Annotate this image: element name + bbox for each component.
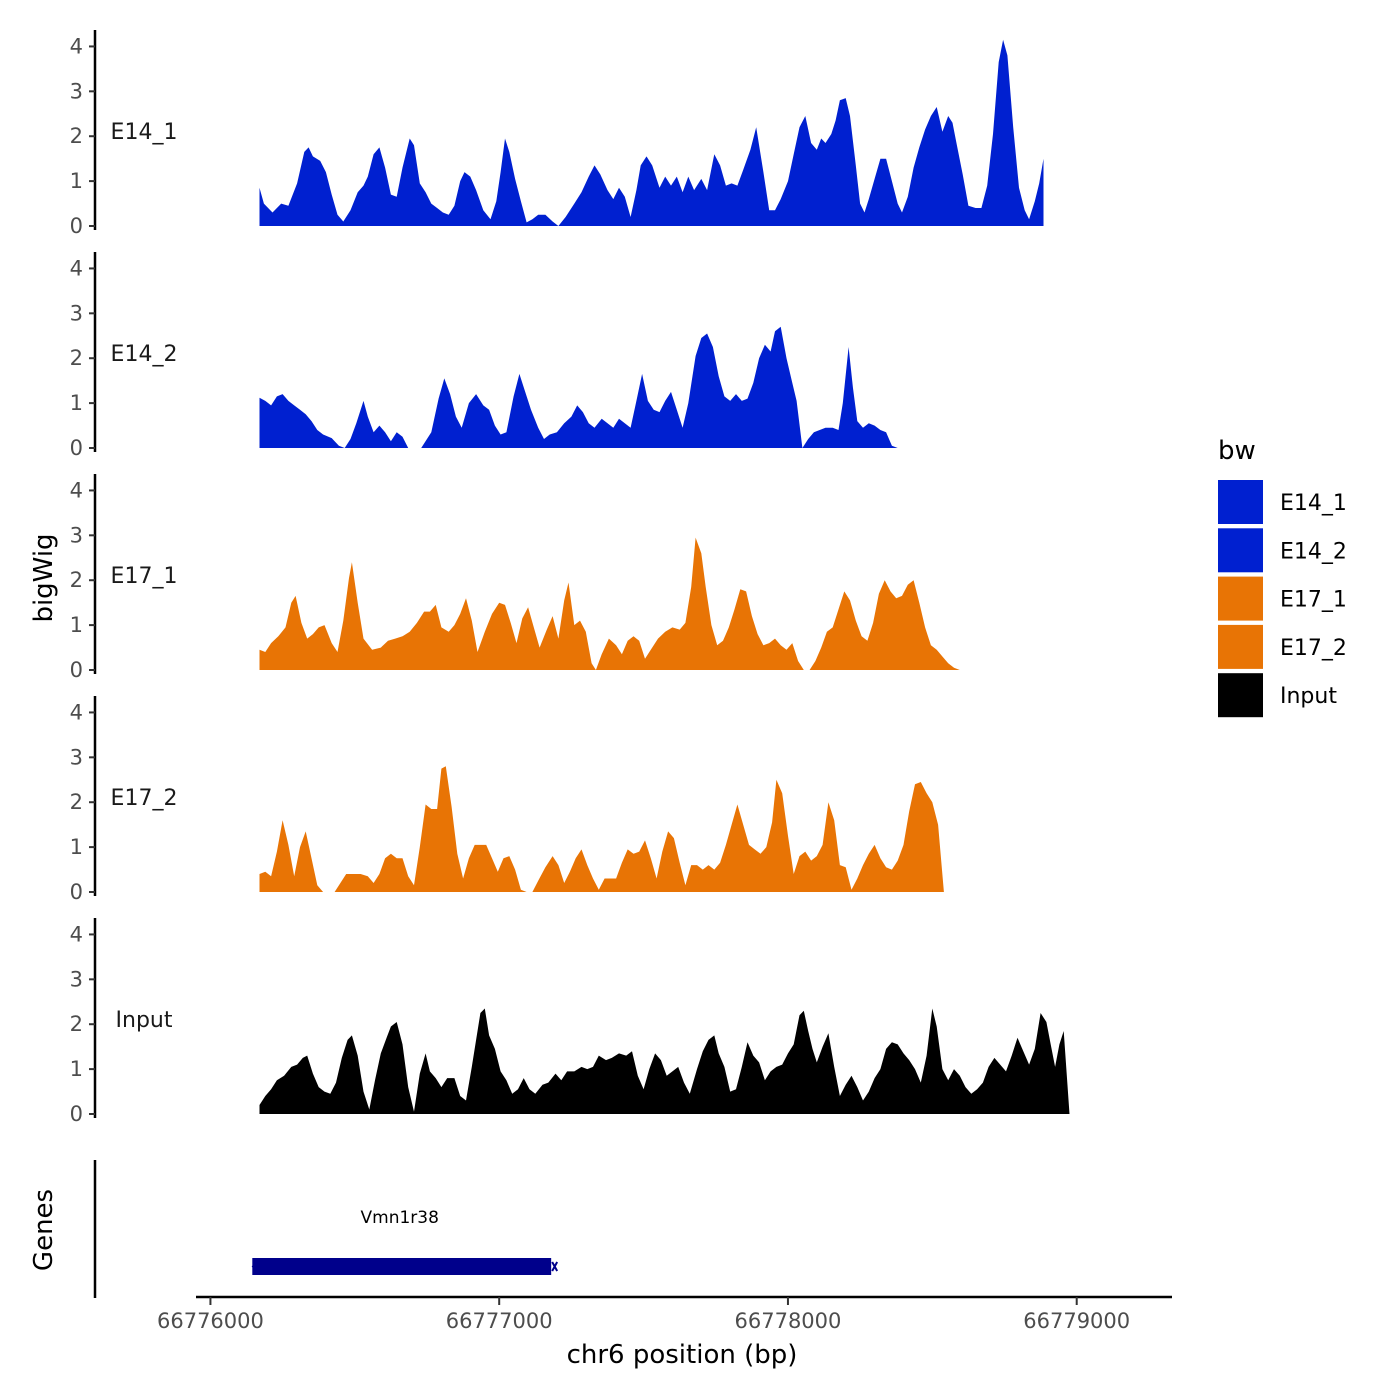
y-tick-label: 4 — [70, 700, 83, 724]
y-tick-label: 2 — [70, 1012, 83, 1036]
track-E14_1: 0 1 2 3 4 E14_1 — [70, 30, 1044, 238]
legend-item-Input: Input — [1218, 673, 1337, 718]
y-tick-label: 1 — [70, 169, 83, 193]
y-tick-label: 0 — [70, 880, 83, 904]
x-tick-label: 66777000 — [446, 1309, 553, 1333]
y-tick-label: 3 — [70, 967, 83, 991]
area-E17_1 — [259, 537, 1041, 670]
track-label: E14_2 — [111, 342, 178, 367]
track-Input: 0 1 2 3 4 Input — [70, 918, 1070, 1126]
y-tick-label: 3 — [70, 745, 83, 769]
legend-swatch — [1218, 673, 1263, 718]
legend: E14_1 E14_2 E17_1 E17_2 Input — [1218, 480, 1347, 718]
gene-end-mark — [551, 1261, 559, 1272]
y-tick-label: 1 — [70, 1057, 83, 1081]
legend-swatch — [1218, 480, 1263, 524]
area-E14_2 — [259, 326, 1043, 448]
y-tick-label: 4 — [70, 922, 83, 946]
track-label: Input — [116, 1008, 173, 1033]
legend-label: E14_1 — [1280, 491, 1347, 516]
x-tick-label: 66779000 — [1023, 1309, 1130, 1333]
y-tick-label: 2 — [70, 346, 83, 370]
track-label: E17_1 — [111, 564, 178, 589]
track-E14_2: 0 1 2 3 4 E14_2 — [70, 252, 1043, 460]
legend-title: bw — [1218, 436, 1256, 466]
y-tick-label: 1 — [70, 391, 83, 415]
y-tick-label: 2 — [70, 124, 83, 148]
x-axis-title: chr6 position (bp) — [567, 1340, 798, 1370]
legend-item-E14_2: E14_2 — [1218, 528, 1347, 573]
y-tick-label: 3 — [70, 79, 83, 103]
legend-item-E14_1: E14_1 — [1218, 480, 1347, 524]
genes-axis-title: Genes — [29, 1189, 59, 1271]
y-tick-label: 0 — [70, 1102, 83, 1126]
gene-body — [252, 1258, 552, 1275]
y-tick-label: 4 — [70, 256, 83, 280]
y-axis-title: bigWig — [29, 533, 59, 622]
y-tick-label: 4 — [70, 34, 83, 58]
track-label: E17_2 — [111, 786, 178, 811]
y-tick-label: 2 — [70, 568, 83, 592]
legend-label: E17_2 — [1280, 636, 1347, 661]
legend-swatch — [1218, 528, 1263, 573]
legend-label: E17_1 — [1280, 588, 1347, 613]
x-tick-label: 66776000 — [157, 1309, 264, 1333]
legend-item-E17_1: E17_1 — [1218, 576, 1347, 621]
legend-label: E14_2 — [1280, 539, 1347, 564]
legend-item-E17_2: E17_2 — [1218, 624, 1347, 669]
x-axis: 66776000 66777000 66778000 66779000 — [157, 1295, 1172, 1333]
y-tick-label: 0 — [70, 214, 83, 238]
y-tick-label: 2 — [70, 790, 83, 814]
area-E17_2 — [259, 766, 1043, 892]
track-E17_1: 0 1 2 3 4 E17_1 — [70, 474, 1041, 682]
y-tick-label: 1 — [70, 613, 83, 637]
gene-strand-arrow — [251, 1261, 259, 1272]
track-label: E14_1 — [111, 120, 178, 145]
legend-label: Input — [1280, 684, 1337, 709]
signal-tracks: 0 1 2 3 4 E14_1 0 1 2 3 4 E14_2 0 1 2 3 4 E17_1 0 1 2 3 4 E17_2… — [70, 30, 1070, 1126]
legend-swatch — [1218, 624, 1263, 669]
y-tick-label: 0 — [70, 658, 83, 682]
x-tick-label: 66778000 — [735, 1309, 842, 1333]
y-tick-label: 1 — [70, 835, 83, 859]
y-tick-label: 0 — [70, 436, 83, 460]
track-E17_2: 0 1 2 3 4 E17_2 — [70, 696, 1043, 904]
y-tick-label: 4 — [70, 478, 83, 502]
gene-track: Vmn1r38 — [93, 1160, 559, 1298]
gene-label: Vmn1r38 — [361, 1208, 439, 1228]
area-Input — [259, 1008, 1070, 1114]
y-tick-label: 3 — [70, 301, 83, 325]
y-tick-label: 3 — [70, 523, 83, 547]
area-E14_1 — [259, 39, 1044, 227]
legend-swatch — [1218, 576, 1263, 621]
